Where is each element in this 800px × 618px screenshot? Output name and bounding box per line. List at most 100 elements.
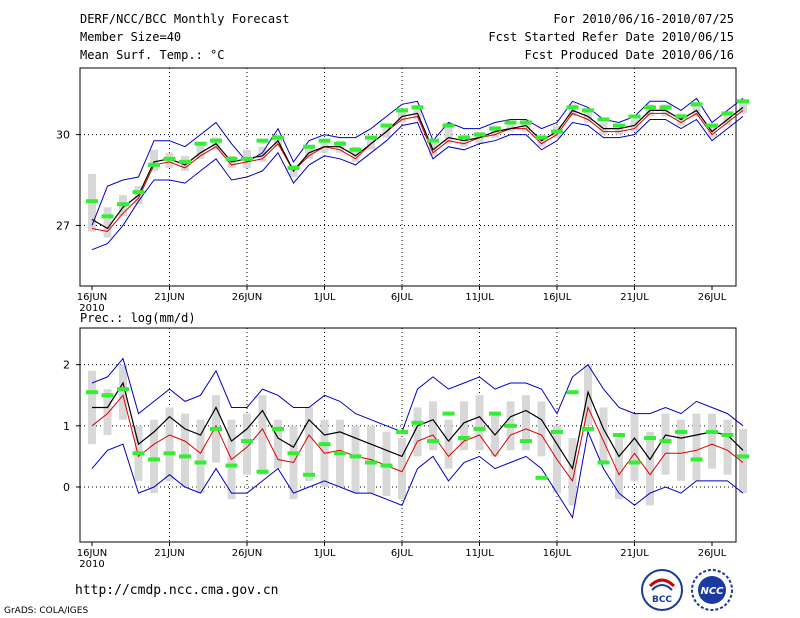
prec-box <box>165 407 174 481</box>
prec-box <box>196 419 205 494</box>
temp-ytick-label: 30 <box>56 129 70 142</box>
source-url[interactable]: http://cmdp.ncc.cma.gov.cn <box>75 583 279 598</box>
temp-analog-mark <box>442 123 455 128</box>
temp-xtick-label: 11JUL <box>465 292 494 303</box>
prec-ytick-label: 2 <box>63 359 70 372</box>
prec-box <box>305 407 313 481</box>
temp-analog-mark <box>566 105 579 110</box>
temp-xtick-label: 1JUL <box>313 292 336 303</box>
temp-analog-mark <box>411 105 424 110</box>
prec-xtick-label: 21JUL <box>620 548 649 559</box>
prec-analog-mark <box>194 460 207 465</box>
chart-title: DERF/NCC/BCC Monthly Forecast <box>80 12 290 26</box>
prec-box <box>119 364 127 420</box>
temp-analog-mark <box>303 144 315 149</box>
prec-analog-mark <box>566 390 579 395</box>
produced-date: Fcst Produced Date 2010/06/16 <box>524 48 734 62</box>
temp-mean-line <box>91 106 744 230</box>
prec-box <box>630 413 639 481</box>
temp-analog-mark <box>613 123 625 128</box>
temp-analog-mark <box>690 102 703 107</box>
temp-analog-mark <box>659 105 672 110</box>
temp-analog-mark <box>349 147 362 152</box>
prec-analog-mark <box>163 451 176 456</box>
temp-analog-mark <box>86 199 98 204</box>
temp-frame <box>79 67 737 287</box>
prec-analog-mark <box>349 454 362 459</box>
temp-analog-mark <box>644 105 656 110</box>
temp-box <box>103 207 112 238</box>
temp-box <box>506 122 515 132</box>
prec-analog-mark <box>380 463 393 468</box>
temp-analog-mark <box>551 129 563 134</box>
prec-analog-mark <box>458 436 470 441</box>
prec-analog-mark <box>582 426 594 431</box>
variable-label: Mean Surf. Temp.: °C <box>80 48 225 62</box>
prec-box <box>568 438 577 506</box>
temperature-panel: 16JUN 21JUN 26JUN 1JUL 6JUL 11JUL 16JUL 21JUL 26… <box>56 67 749 314</box>
temp-analog-mark <box>210 138 222 143</box>
temp-analog-mark <box>272 135 284 140</box>
prec-box <box>646 431 654 506</box>
temp-box <box>615 125 623 135</box>
temp-analog-mark <box>597 117 610 122</box>
prec-analog-mark <box>737 454 749 459</box>
prec-box <box>537 401 546 457</box>
temp-analog-mark <box>163 156 176 161</box>
temp-analog-mark <box>458 135 470 140</box>
prec-box <box>274 419 282 469</box>
prec-box <box>708 413 716 469</box>
prec-min-line <box>91 430 744 519</box>
prec-ytick-label: 0 <box>63 481 70 494</box>
temp-analog-mark <box>473 132 486 137</box>
prec-box <box>692 413 701 481</box>
prec-box <box>243 413 251 475</box>
prec-analog-mark <box>117 387 129 392</box>
temp-year-label: 2010 <box>79 303 104 314</box>
prec-analog-mark <box>303 472 315 477</box>
prec-analog-mark <box>675 429 687 434</box>
temp-xtick-label: 6JUL <box>391 292 414 303</box>
prec-analog-mark <box>179 454 191 459</box>
prec-box <box>150 419 158 494</box>
prec-analog-mark <box>365 460 377 465</box>
temp-analog-mark <box>427 138 439 143</box>
temp-xtick-label: 21JUN <box>154 292 184 303</box>
temp-analog-mark <box>179 159 191 164</box>
prec-box <box>413 407 422 457</box>
prec-analog-mark <box>659 439 672 444</box>
prec-analog-mark <box>644 436 656 441</box>
temp-analog-mark <box>706 123 718 128</box>
forecast-range: For 2010/06/16-2010/07/25 <box>553 12 734 26</box>
prec-median-line <box>91 394 744 483</box>
prec-analog-mark <box>551 429 563 434</box>
prec-analog-mark <box>473 426 486 431</box>
prec-analog-mark <box>721 433 734 437</box>
prec-analog-mark <box>411 420 424 425</box>
prec-xtick-label: 26JUN <box>232 548 262 559</box>
prec-analog-mark <box>225 463 238 468</box>
prec-xtick-label: 26JUL <box>698 548 727 559</box>
prec-analog-mark <box>334 451 346 456</box>
prec-analog-mark <box>148 457 160 462</box>
temp-analog-mark <box>721 111 734 116</box>
prec-analog-mark <box>597 460 610 465</box>
prec-box <box>615 438 623 500</box>
temp-min-line <box>91 116 744 251</box>
temp-analog-mark <box>241 156 253 161</box>
prec-analog-mark <box>86 390 98 395</box>
precip-axis-label: Prec.: log(mm/d) <box>80 311 196 325</box>
temp-analog-mark <box>101 214 114 219</box>
prec-mean-line <box>92 381 744 471</box>
prec-analog-mark <box>287 451 300 456</box>
prec-xtick-label: 11JUL <box>465 548 494 559</box>
temp-analog-mark <box>628 114 641 119</box>
prec-box <box>103 389 112 435</box>
prec-xtick-label: 1JUL <box>313 548 336 559</box>
prec-analog-mark <box>427 439 439 444</box>
prec-year-label: 2010 <box>79 559 104 570</box>
temp-box <box>739 101 747 114</box>
precipitation-panel: 16JUN 21JUN 26JUN 1JUL 6JUL 11JUL 16JUL 21JUL 26… <box>63 327 749 570</box>
refer-date: Fcst Started Refer Date 2010/06/15 <box>488 30 734 44</box>
prec-box <box>599 407 608 463</box>
